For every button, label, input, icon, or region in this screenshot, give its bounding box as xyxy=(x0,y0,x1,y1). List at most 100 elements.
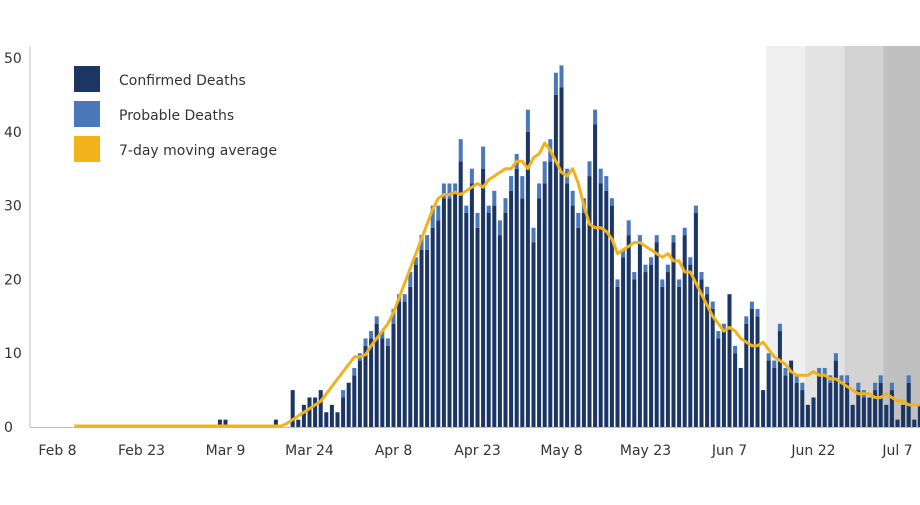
bar-probable xyxy=(436,205,441,221)
bar-probable xyxy=(733,345,738,354)
bar-probable xyxy=(492,190,497,206)
bar-confirmed xyxy=(531,242,536,427)
y-tick-label: 0 xyxy=(4,420,13,436)
bar-confirmed xyxy=(223,419,228,427)
bar-probable xyxy=(341,390,346,398)
bar-probable xyxy=(380,331,385,339)
bar-probable xyxy=(699,272,704,280)
bar-confirmed xyxy=(509,190,514,427)
bar-confirmed xyxy=(447,198,452,427)
bar-confirmed xyxy=(374,323,379,427)
legend-swatch-probable xyxy=(74,101,100,127)
x-tick-label: Mar 9 xyxy=(206,443,246,459)
bar-confirmed xyxy=(895,419,900,427)
bar-confirmed xyxy=(503,212,508,427)
bar-confirmed xyxy=(744,323,749,427)
y-tick-label: 30 xyxy=(4,199,22,215)
bar-probable xyxy=(593,109,598,125)
x-tick-label: May 23 xyxy=(620,443,671,459)
bar-probable xyxy=(677,279,682,287)
bar-probable xyxy=(688,257,693,265)
bar-confirmed xyxy=(324,412,329,427)
bar-confirmed xyxy=(693,212,698,427)
bar-confirmed xyxy=(464,212,469,427)
bar-confirmed xyxy=(458,161,463,427)
bar-confirmed xyxy=(514,168,519,427)
bar-probable xyxy=(777,323,782,332)
bar-confirmed xyxy=(621,257,626,427)
bar-probable xyxy=(576,212,581,228)
bar-series-layer xyxy=(217,65,920,428)
bar-confirmed xyxy=(604,190,609,427)
bar-confirmed xyxy=(867,397,872,427)
bar-probable xyxy=(744,316,749,324)
bar-confirmed xyxy=(492,205,497,427)
y-tick-label: 40 xyxy=(4,125,22,141)
bar-confirmed xyxy=(817,375,822,427)
bar-confirmed xyxy=(660,286,665,427)
bar-probable xyxy=(475,212,480,228)
bar-probable xyxy=(626,220,631,236)
bar-confirmed xyxy=(391,323,396,427)
bar-confirmed xyxy=(632,279,637,427)
x-tick-label: May 8 xyxy=(540,443,582,459)
bar-confirmed xyxy=(665,272,670,427)
bar-probable xyxy=(772,360,777,368)
bar-confirmed xyxy=(548,161,553,427)
bar-confirmed xyxy=(643,272,648,427)
bar-confirmed xyxy=(301,404,306,427)
bar-probable xyxy=(425,235,430,250)
legend: Confirmed Deaths Probable Deaths 7-day m… xyxy=(74,66,277,162)
bar-confirmed xyxy=(408,286,413,427)
bar-probable xyxy=(654,235,659,243)
bar-confirmed xyxy=(800,390,805,427)
bar-probable xyxy=(447,183,452,199)
bar-probable xyxy=(710,301,715,309)
bar-confirmed xyxy=(901,404,906,427)
bar-confirmed xyxy=(884,404,889,427)
bar-confirmed xyxy=(469,183,474,427)
bar-probable xyxy=(553,72,558,95)
bar-probable xyxy=(531,227,536,243)
bar-probable xyxy=(671,235,676,243)
bar-probable xyxy=(525,109,530,132)
bar-probable xyxy=(363,338,368,346)
bar-probable xyxy=(520,176,525,199)
bar-confirmed xyxy=(777,331,782,427)
bar-confirmed xyxy=(576,227,581,427)
bar-probable xyxy=(374,316,379,324)
bar-probable xyxy=(845,375,850,383)
bar-probable xyxy=(906,375,911,383)
legend-label-probable: Probable Deaths xyxy=(119,108,234,124)
bar-confirmed xyxy=(873,390,878,427)
bar-confirmed xyxy=(570,205,575,427)
bar-probable xyxy=(486,205,491,213)
bar-probable xyxy=(705,286,710,295)
bar-confirmed xyxy=(217,419,222,427)
shaded-region-layer xyxy=(765,46,920,427)
bar-probable xyxy=(749,301,754,309)
bar-confirmed xyxy=(822,375,827,427)
legend-swatch-moving-average xyxy=(74,136,100,162)
bar-probable xyxy=(464,205,469,213)
bar-confirmed xyxy=(845,382,850,427)
bar-probable xyxy=(598,168,603,184)
bar-probable xyxy=(755,308,760,317)
bar-probable xyxy=(413,257,418,265)
bar-probable xyxy=(509,176,514,191)
bar-probable xyxy=(570,190,575,206)
x-tick-label: Jun 22 xyxy=(790,443,835,459)
bar-probable xyxy=(794,375,799,383)
bar-confirmed xyxy=(329,404,334,427)
bar-confirmed xyxy=(789,360,794,427)
bar-confirmed xyxy=(481,168,486,427)
bar-confirmed xyxy=(733,353,738,427)
bar-confirmed xyxy=(671,242,676,427)
bar-confirmed xyxy=(682,235,687,427)
bar-probable xyxy=(402,294,407,302)
bar-confirmed xyxy=(441,198,446,427)
bar-probable xyxy=(352,367,357,376)
bar-confirmed xyxy=(749,308,754,427)
bar-probable xyxy=(441,183,446,199)
bar-confirmed xyxy=(425,249,430,427)
